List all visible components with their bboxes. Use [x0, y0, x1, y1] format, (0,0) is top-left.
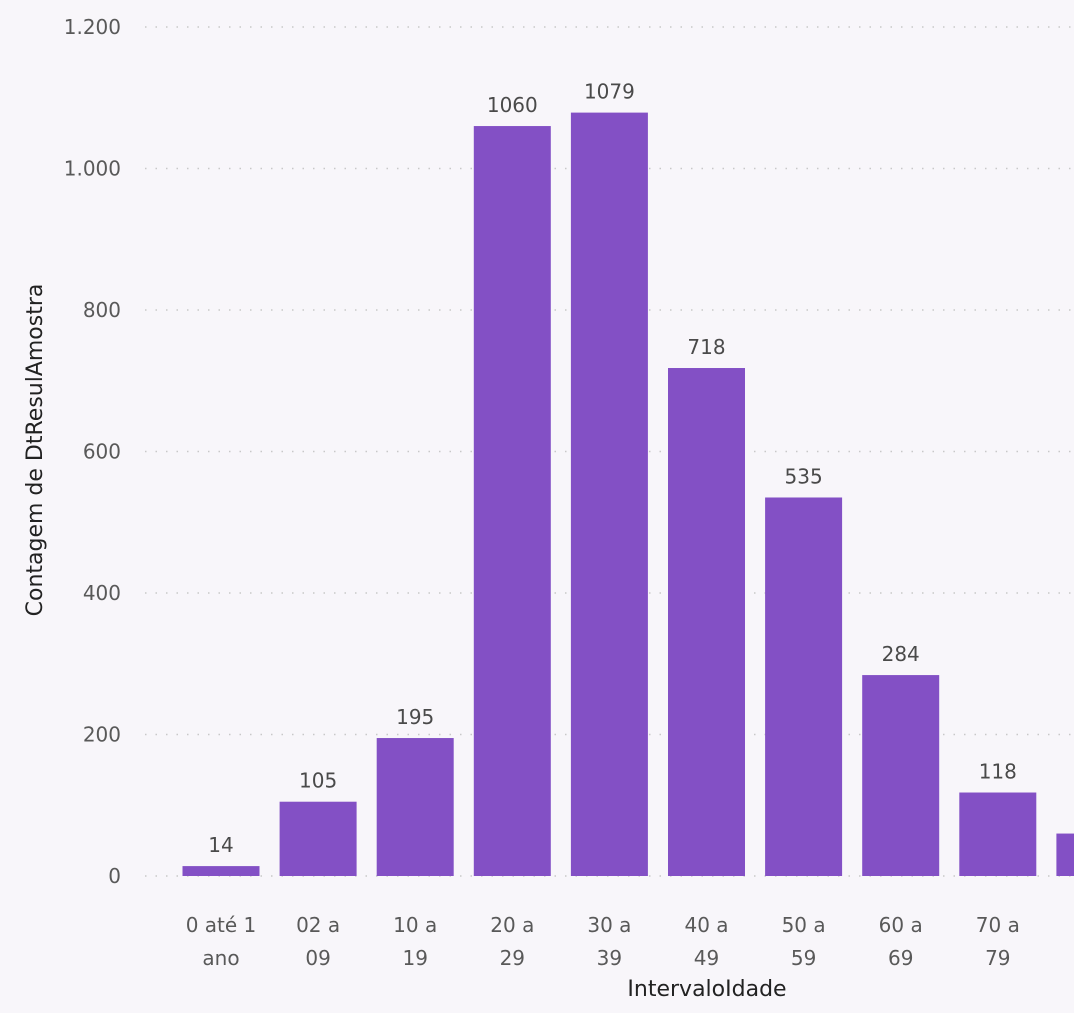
- y-axis-title: Contagem de DtResulAmostra: [23, 284, 48, 617]
- data-label: 535: [785, 464, 823, 488]
- x-tick-label: 70 a: [976, 913, 1020, 937]
- bar: [862, 675, 939, 876]
- y-tick-label: 600: [83, 440, 121, 464]
- data-label: 284: [882, 642, 920, 666]
- x-tick-label: 79: [985, 946, 1010, 970]
- y-tick-label: 800: [83, 298, 121, 322]
- x-tick-label: 60 a: [879, 913, 923, 937]
- y-tick-label: 1.000: [64, 157, 121, 181]
- y-axis-ticks: 0 200 400 600 800 1.000 1.200: [64, 15, 121, 888]
- bar: [765, 497, 842, 876]
- x-tick-label: 19: [402, 946, 427, 970]
- x-tick-label: 30 a: [587, 913, 631, 937]
- x-tick-label: 69: [888, 946, 913, 970]
- x-tick-label: 49: [694, 946, 719, 970]
- data-label: 1079: [584, 80, 635, 104]
- x-tick-label: 40 a: [684, 913, 728, 937]
- bar: [959, 793, 1036, 876]
- x-tick-label: 29: [500, 946, 525, 970]
- x-tick-label: 10 a: [393, 913, 437, 937]
- bars: [183, 113, 1074, 876]
- x-tick-label: 59: [791, 946, 816, 970]
- bar: [571, 113, 648, 876]
- bar: [1056, 834, 1074, 876]
- x-axis-title: IntervaloIdade: [627, 977, 786, 1002]
- data-label: 105: [299, 769, 337, 793]
- bar: [474, 126, 551, 876]
- y-tick-label: 0: [108, 864, 121, 888]
- y-tick-label: 1.200: [64, 15, 121, 39]
- data-label: 1060: [487, 93, 538, 117]
- bar: [280, 802, 357, 876]
- x-tick-label: ano: [202, 946, 239, 970]
- bar: [183, 866, 260, 876]
- data-label: 195: [396, 705, 434, 729]
- data-label: 118: [979, 760, 1017, 784]
- x-axis-ticks: 0 até 1 ano 02 a 09 10 a 19 20 a 29 30 a 39 40 a 49…: [186, 913, 1074, 970]
- x-tick-label: 0 até 1: [186, 913, 257, 937]
- data-label: 718: [687, 335, 725, 359]
- x-tick-label: 02 a: [296, 913, 340, 937]
- x-tick-label: 09: [305, 946, 330, 970]
- bar: [377, 738, 454, 876]
- y-tick-label: 400: [83, 581, 121, 605]
- bar: [668, 368, 745, 876]
- x-tick-label: 39: [597, 946, 622, 970]
- x-tick-label: 20 a: [490, 913, 534, 937]
- y-tick-label: 200: [83, 723, 121, 747]
- data-label: 14: [208, 833, 233, 857]
- x-tick-label: 50 a: [782, 913, 826, 937]
